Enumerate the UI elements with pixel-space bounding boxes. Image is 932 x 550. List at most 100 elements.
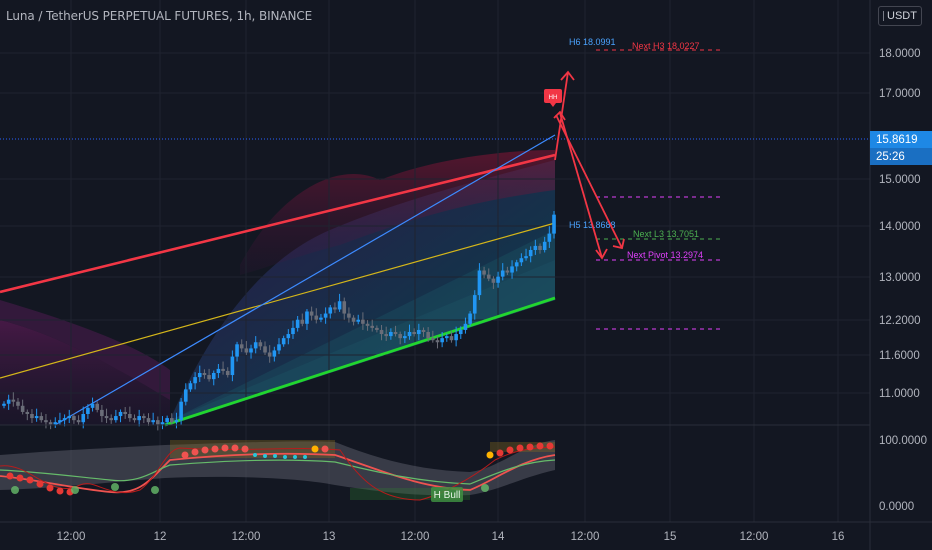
price-tick-label: 11.0000 <box>879 388 920 400</box>
candle-body <box>244 348 249 353</box>
level-labels: H6 18.0991 Next H3 18.0227 H5 13.8688 Ne… <box>569 37 703 260</box>
osc-signal-dot <box>111 483 119 491</box>
candle-body <box>34 416 39 419</box>
candle-body <box>291 327 295 335</box>
currency-divider <box>883 11 885 21</box>
price-axis[interactable]: 18.0000 17.0000 15.0000 14.0000 13.0000 12.20… <box>869 0 927 550</box>
candle-body <box>267 352 272 357</box>
candle-body <box>552 214 556 234</box>
time-tick-label: 16 <box>832 531 845 543</box>
osc-dot <box>221 444 229 452</box>
candle-body <box>500 270 505 277</box>
candles <box>2 210 556 431</box>
osc-dot <box>273 454 277 458</box>
candle-body <box>440 338 444 343</box>
candle-body <box>281 338 286 345</box>
forecast-arrows <box>553 70 625 260</box>
osc-dot <box>16 474 24 482</box>
price-tick-label: 14.0000 <box>879 221 921 233</box>
candle-body <box>230 356 235 376</box>
candle-body <box>25 411 30 414</box>
next-l3-label: Next L3 13.7051 <box>633 229 699 239</box>
candle-body <box>407 332 412 337</box>
candle-body <box>39 416 44 421</box>
candle-body <box>156 420 160 425</box>
time-tick-label: 15 <box>664 531 677 543</box>
currency-button[interactable]: USDT <box>878 6 922 26</box>
candle-body <box>421 329 426 332</box>
upper-channel-line <box>0 153 556 294</box>
candle-body <box>2 403 6 406</box>
candle-body <box>547 233 552 242</box>
countdown-label: 25:26 <box>870 148 932 165</box>
candle-body <box>207 375 211 380</box>
candle-body <box>351 317 356 322</box>
candle-body <box>193 377 197 384</box>
price-tick-label: 18.0000 <box>879 48 921 60</box>
osc-signal-dot <box>151 486 159 494</box>
osc-signal-dot <box>71 486 79 494</box>
candle-body <box>491 278 496 283</box>
time-tick-label: 12:00 <box>232 531 261 543</box>
candle-body <box>67 416 72 419</box>
candle-body <box>398 334 402 339</box>
candle-body <box>142 416 146 419</box>
price-tick-label: 15.0000 <box>879 174 921 186</box>
candle-body <box>393 332 398 335</box>
next-pivot-label: Next Pivot 13.2974 <box>627 250 703 260</box>
chart-title: Luna / TetherUS PERPETUAL FUTURES, 1h, B… <box>6 9 313 23</box>
osc-tick-label: 0.0000 <box>879 501 914 513</box>
time-tick-label: 13 <box>323 531 336 543</box>
candle-body <box>286 334 291 339</box>
candle-body <box>253 342 258 349</box>
candle-body <box>169 418 174 423</box>
candle-body <box>347 313 351 318</box>
osc-dot <box>56 487 64 495</box>
candle-body <box>160 422 165 425</box>
osc-dot <box>303 455 307 459</box>
candle-body <box>174 420 179 423</box>
candle-body <box>221 368 225 371</box>
time-axis[interactable]: 12:00 12 12:00 13 12:00 14 12:00 15 12:00 16 <box>0 521 932 543</box>
candle-body <box>333 307 337 310</box>
candle-body <box>319 317 323 320</box>
price-tick-label: 11.6000 <box>879 350 920 362</box>
candle-body <box>277 344 281 351</box>
candle-body <box>123 411 127 414</box>
candle-body <box>477 270 482 296</box>
osc-dot <box>311 445 319 453</box>
time-tick-label: 12:00 <box>57 531 86 543</box>
osc-dot <box>506 446 514 454</box>
time-tick-label: 14 <box>492 531 505 543</box>
osc-line-fast <box>0 446 556 501</box>
osc-dot <box>181 451 189 459</box>
h6-label: H6 18.0991 <box>569 37 616 47</box>
candle-body <box>211 373 216 380</box>
candle-body <box>239 344 244 349</box>
candle-body <box>16 401 20 406</box>
candle-body <box>20 405 25 412</box>
candle-body <box>249 348 253 353</box>
candle-body <box>48 422 53 425</box>
candle-body <box>379 329 384 335</box>
candle-body <box>300 319 305 324</box>
osc-signal-dot <box>481 484 489 492</box>
time-tick-label: 12:00 <box>740 531 769 543</box>
candle-body <box>305 311 309 324</box>
h-bull-label: H Bull <box>434 490 461 501</box>
candle-body <box>146 418 151 423</box>
osc-dot <box>526 443 534 451</box>
candle-body <box>519 258 524 263</box>
osc-line-red <box>0 452 556 494</box>
candle-body <box>295 319 300 328</box>
candle-body <box>514 262 519 267</box>
osc-dot <box>26 476 34 484</box>
candle-body <box>375 327 379 330</box>
osc-tick-label: 100.0000 <box>879 435 927 447</box>
hh-marker[interactable]: HH <box>544 89 562 107</box>
time-tick-label: 12:00 <box>401 531 430 543</box>
hh-marker-label: HH <box>549 95 558 101</box>
price-tick-label: 12.2000 <box>879 315 921 327</box>
candle-body <box>323 313 328 318</box>
